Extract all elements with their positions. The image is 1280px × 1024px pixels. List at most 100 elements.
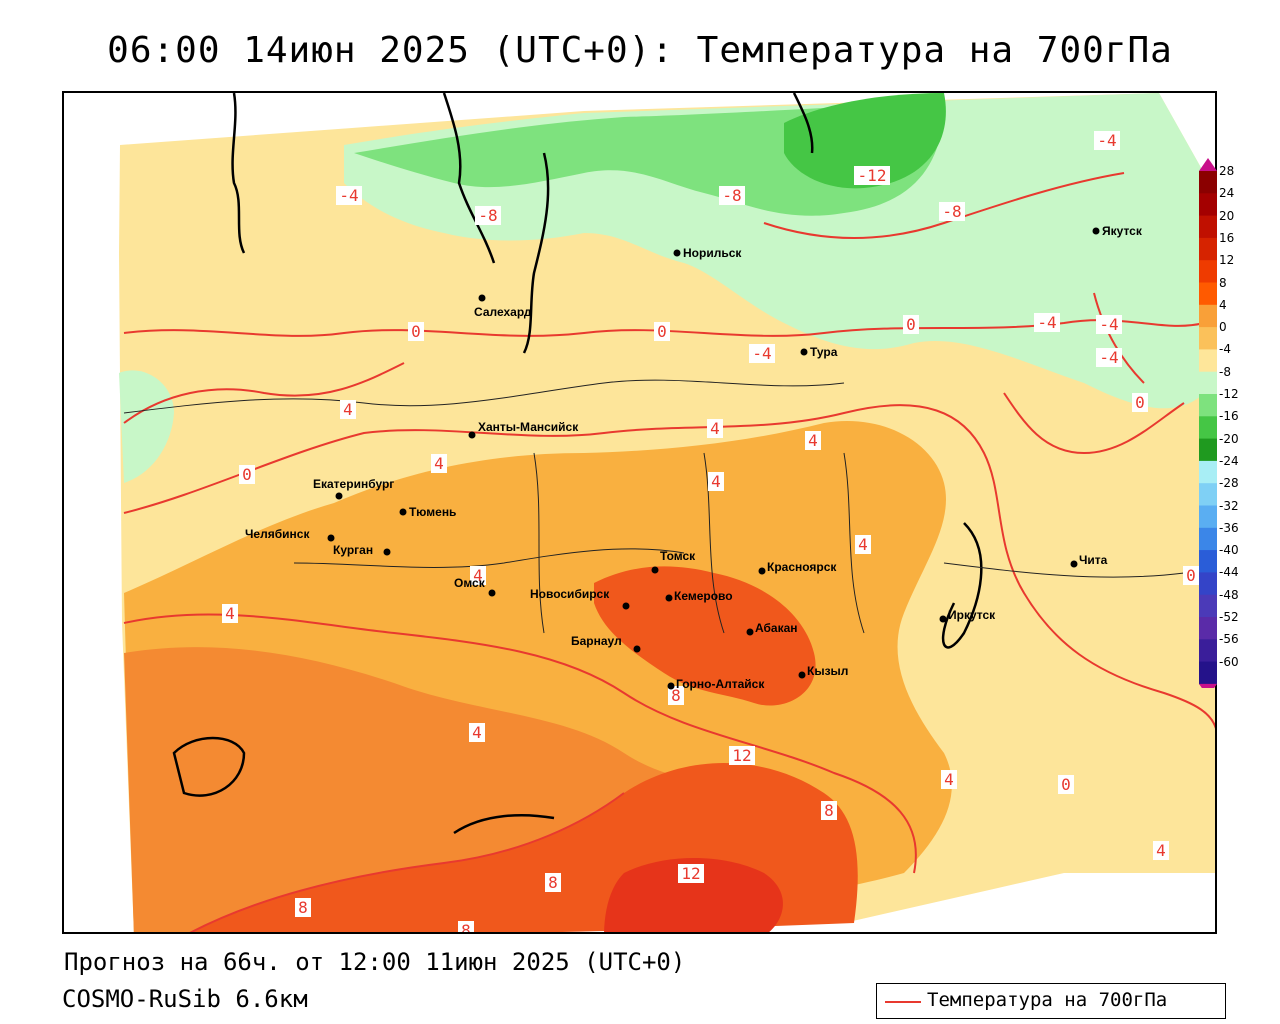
isotherm-label: 4 (343, 400, 353, 419)
colorbar-tick-label: 20 (1219, 208, 1235, 223)
model-name: COSMO-RuSib 6.6км (62, 985, 308, 1013)
colorbar-tick-label: -4 (1219, 342, 1231, 357)
isotherm-label-bg (854, 166, 890, 185)
city-marker (667, 682, 675, 690)
field-cold-nw-patch (119, 370, 174, 483)
city-marker (651, 566, 659, 574)
city-label: Новосибирск (530, 587, 610, 601)
city-marker (1070, 560, 1078, 568)
isotherm-label-bg (939, 202, 965, 221)
isotherm-label: 4 (858, 535, 868, 554)
colorbar-swatch (1199, 460, 1217, 484)
isotherm-label-bg (431, 454, 447, 473)
colorbar-tick-label: -40 (1219, 543, 1239, 558)
isotherm-label: 0 (411, 322, 421, 341)
chart-title: 06:00 14июн 2025 (UTC+0): Температура на… (107, 30, 1173, 71)
legend: Температура на 700гПа (876, 983, 1226, 1019)
colorbar-tick-label: 4 (1219, 297, 1227, 312)
colorbar-tick-label: 8 (1219, 275, 1227, 290)
isotherm-label: -4 (1099, 348, 1118, 367)
isotherm-label: 4 (944, 770, 954, 789)
colorbar-tick-label: -24 (1219, 453, 1239, 468)
isotherm-label: -8 (478, 206, 497, 225)
isotherm-label-bg (1132, 393, 1148, 412)
isotherm-label-bg (1034, 313, 1060, 332)
colorbar-tick-label: -16 (1219, 409, 1239, 424)
field-hot-center (594, 566, 816, 706)
isotherm-label-bg (668, 686, 684, 705)
city-label: Красноярск (767, 560, 837, 574)
city-label: Чита (1079, 553, 1108, 567)
isotherm-label-bg (469, 723, 485, 742)
isotherm-label: 0 (657, 322, 667, 341)
city-marker (758, 567, 766, 575)
isotherm-label: -4 (1097, 131, 1116, 150)
colorbar (1199, 158, 1217, 688)
isotherm-label: 8 (548, 873, 558, 892)
isotherm-label: 4 (711, 472, 721, 491)
city-marker (327, 534, 335, 542)
isotherm-label: 4 (472, 723, 482, 742)
city-marker (665, 594, 673, 602)
isotherm-label: -4 (339, 186, 358, 205)
colorbar-swatch (1199, 304, 1217, 328)
colorbar-swatch (1199, 327, 1217, 350)
isotherm-label-bg (336, 186, 362, 205)
city-label: Иркутск (948, 608, 996, 622)
colorbar-swatch (1199, 483, 1217, 506)
colorbar-swatch (1199, 639, 1217, 663)
isotherm-label: 4 (434, 454, 444, 473)
isotherm-label: 12 (732, 746, 751, 765)
isotherm-label: -4 (752, 344, 771, 363)
colorbar-tick-label: 24 (1219, 186, 1235, 201)
isotherm-label: -8 (722, 186, 741, 205)
city-marker (800, 348, 808, 356)
colorbar-tick-label: -28 (1219, 476, 1239, 491)
legend-line-swatch (885, 1001, 921, 1003)
city-label: Ханты-Мансийск (478, 420, 579, 434)
city-marker (399, 508, 407, 516)
city-label: Кемерово (674, 589, 733, 603)
colorbar-tick-label: -12 (1219, 387, 1239, 401)
city-marker (622, 602, 630, 610)
colorbar-tick-label: 12 (1219, 253, 1235, 268)
city-label: Тюмень (409, 505, 456, 519)
colorbar-bottom-arrow (1199, 683, 1217, 688)
isotherm-label: -12 (858, 166, 887, 185)
isotherm-label-bg (1094, 131, 1120, 150)
colorbar-swatch (1199, 617, 1217, 640)
field-coldest-north (784, 93, 946, 189)
isotherm-label-bg (708, 472, 724, 491)
isotherm-label: 4 (1156, 841, 1166, 860)
colorbar-tick-label: -60 (1219, 654, 1239, 669)
isotherm-label: 8 (298, 898, 308, 917)
city-marker (488, 589, 496, 597)
isotherm-label-bg (749, 344, 775, 363)
isotherm-label: 0 (1061, 775, 1071, 794)
isotherm-label: 4 (473, 566, 483, 585)
map-frame: -4 -8 -8 -12 -8 -4 -4 -4 -4 -4 0 0 0 0 0 0 0 4 4 4 4 4 4 4 4 4 4 4 8… (62, 91, 1217, 934)
colorbar-swatch (1199, 171, 1217, 194)
city-marker (468, 431, 476, 439)
colorbar-swatch (1199, 416, 1217, 440)
colorbar-swatch (1199, 193, 1217, 217)
colorbar-swatch (1199, 572, 1217, 596)
isotherm-label: 4 (225, 604, 235, 623)
colorbar-tick-label: 0 (1219, 320, 1227, 335)
colorbar-tick-label: 28 (1219, 164, 1235, 178)
isotherm-label: 12 (681, 864, 700, 883)
isotherm-label-bg (458, 921, 474, 932)
isotherm-label-bg (729, 746, 755, 765)
colorbar-swatch (1199, 505, 1217, 529)
city-marker (798, 671, 806, 679)
city-marker (939, 615, 947, 623)
colorbar-tick-label: -8 (1219, 364, 1231, 379)
colorbar-tick-label: -52 (1219, 610, 1239, 624)
city-label: Челябинск (245, 527, 310, 541)
city-marker (383, 548, 391, 556)
city-label: Горно-Алтайск (676, 677, 765, 691)
colorbar-swatch (1199, 349, 1217, 373)
isotherm-label: 8 (671, 686, 681, 705)
isotherm-label-bg (470, 566, 486, 585)
colorbar-tick-label: -20 (1219, 431, 1239, 446)
